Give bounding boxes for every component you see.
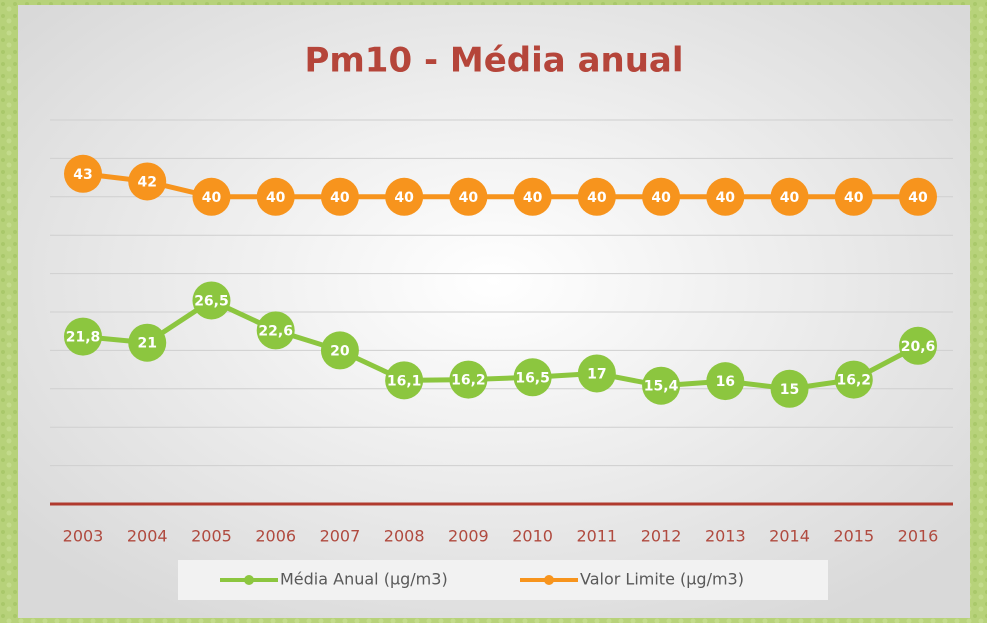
data-point (192, 281, 231, 320)
legend-label: Média Anual (µg/m3) (280, 570, 448, 589)
data-point (256, 311, 295, 350)
data-label: 40 (266, 190, 286, 206)
legend-label: Valor Limite (µg/m3) (580, 570, 744, 589)
data-label: 15,4 (644, 379, 679, 395)
data-label: 40 (587, 190, 607, 206)
data-point (577, 177, 616, 216)
data-point (899, 177, 937, 216)
x-tick-label: 2012 (641, 527, 682, 546)
data-point (577, 354, 616, 393)
data-point (642, 366, 681, 405)
x-tick-label: 2011 (576, 527, 617, 546)
data-point (64, 154, 102, 193)
x-tick-label: 2008 (384, 527, 425, 546)
data-point (320, 331, 359, 370)
x-tick-label: 2013 (705, 527, 746, 546)
chart-title: Pm10 - Média anual (304, 41, 683, 81)
x-tick-label: 2009 (448, 527, 489, 546)
data-point (385, 177, 424, 216)
data-point (770, 177, 809, 216)
data-label: 16,2 (451, 373, 486, 389)
data-point (513, 358, 552, 397)
data-label: 17 (587, 366, 606, 382)
data-label: 40 (394, 190, 414, 206)
data-label: 16,5 (515, 370, 550, 386)
data-label: 26,5 (194, 293, 229, 309)
x-tick-label: 2010 (512, 527, 553, 546)
data-point (385, 361, 424, 400)
x-tick-label: 2006 (255, 527, 296, 546)
data-label: 15 (780, 382, 799, 398)
data-label: 16 (716, 374, 735, 390)
data-label: 40 (908, 190, 928, 206)
x-tick-label: 2007 (320, 527, 361, 546)
data-label: 40 (523, 190, 543, 206)
data-label: 40 (202, 190, 222, 206)
data-label: 40 (844, 190, 864, 206)
data-point (256, 177, 295, 216)
legend-marker (544, 575, 554, 585)
data-point (706, 362, 745, 401)
data-point (64, 317, 102, 356)
data-point (128, 323, 167, 362)
data-point (449, 360, 488, 399)
data-point (449, 177, 488, 216)
data-label: 40 (459, 190, 479, 206)
data-label: 42 (137, 174, 156, 190)
legend-marker (244, 575, 254, 585)
data-point (320, 177, 359, 216)
data-point (128, 162, 167, 201)
data-label: 40 (780, 190, 800, 206)
x-tick-label: 2005 (191, 527, 232, 546)
data-label: 21 (137, 336, 156, 352)
data-label: 40 (330, 190, 350, 206)
x-tick-label: 2004 (127, 527, 168, 546)
x-tick-label: 2003 (63, 527, 104, 546)
data-point (770, 369, 809, 408)
data-label: 40 (651, 190, 671, 206)
data-point (513, 177, 552, 216)
data-point (834, 177, 873, 216)
data-label: 21,8 (66, 330, 101, 346)
data-point (192, 177, 231, 216)
x-tick-label: 2016 (898, 527, 939, 546)
legend-box (178, 560, 828, 600)
data-label: 43 (73, 167, 92, 183)
data-label: 16,2 (836, 373, 871, 389)
x-tick-label: 2015 (833, 527, 874, 546)
data-label: 20,6 (901, 339, 936, 355)
data-point (834, 360, 873, 399)
data-label: 40 (716, 190, 736, 206)
data-label: 20 (330, 343, 350, 359)
data-point (706, 177, 745, 216)
x-tick-label: 2014 (769, 527, 810, 546)
data-label: 16,1 (387, 373, 422, 389)
data-label: 22,6 (258, 323, 293, 339)
data-point (642, 177, 681, 216)
data-point (899, 326, 937, 365)
